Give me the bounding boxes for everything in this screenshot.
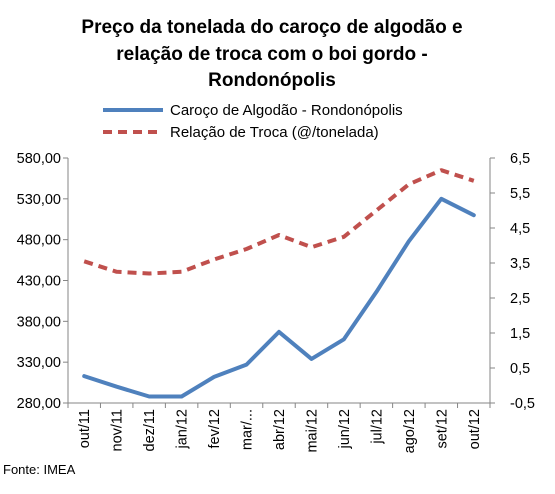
x-tick-label: jul/12 bbox=[369, 409, 385, 445]
right-tick-label: 2,5 bbox=[510, 291, 530, 307]
right-tick-label: 6,5 bbox=[510, 151, 530, 167]
x-tick-label: out/12 bbox=[467, 409, 483, 449]
x-tick-label: dez/11 bbox=[142, 409, 158, 451]
x-tick-label: ago/12 bbox=[402, 409, 418, 453]
x-axis-ticks: out/11 nov/11 dez/11 jan/12 fev/12 mar/... abr… bbox=[67, 403, 491, 453]
series-line-relacao bbox=[83, 168, 475, 276]
left-tick-label: 480,00 bbox=[17, 233, 61, 249]
right-tick-label: 4,5 bbox=[510, 221, 530, 237]
chart-title-line-2: relação de troca com o boi gordo - bbox=[116, 44, 427, 65]
left-tick-label: 530,00 bbox=[17, 192, 61, 208]
left-tick-label: 280,00 bbox=[17, 396, 61, 412]
right-tick-label: -0,5 bbox=[510, 396, 535, 412]
right-tick-label: 1,5 bbox=[510, 326, 530, 342]
x-tick-label: jan/12 bbox=[175, 409, 191, 450]
chart-title: Preço da tonelada do caroço de algodão e… bbox=[81, 17, 462, 91]
legend-label-caroco: Caroço de Algodão - Rondonópolis bbox=[170, 102, 403, 119]
legend-label-relacao: Relação de Troca (@/tonelada) bbox=[170, 124, 379, 141]
x-tick-label: set/12 bbox=[434, 409, 450, 449]
x-tick-label: abr/12 bbox=[272, 409, 288, 450]
left-tick-label: 580,00 bbox=[17, 151, 61, 167]
right-tick-label: 5,5 bbox=[510, 186, 530, 202]
chart-title-line-3: Rondonópolis bbox=[208, 70, 336, 91]
legend: Caroço de Algodão - Rondonópolis Relação… bbox=[103, 102, 403, 141]
x-tick-label: fev/12 bbox=[207, 409, 223, 449]
chart-title-line-1: Preço da tonelada do caroço de algodão e bbox=[81, 17, 462, 38]
x-tick-label: out/11 bbox=[77, 409, 93, 448]
series-line-caroco bbox=[82, 196, 476, 399]
left-tick-label: 330,00 bbox=[17, 355, 61, 371]
series-layer bbox=[82, 168, 476, 399]
right-axis-ticks: -0,5 0,5 1,5 2,5 3,5 4,5 5,5 6,5 bbox=[490, 151, 535, 412]
left-tick-label: 380,00 bbox=[17, 314, 61, 330]
left-axis-ticks: 280,00 330,00 380,00 430,00 480,00 530,00 580,… bbox=[17, 151, 68, 412]
right-tick-label: 0,5 bbox=[510, 361, 530, 377]
left-tick-label: 430,00 bbox=[17, 274, 61, 290]
source-note: Fonte: IMEA bbox=[3, 462, 76, 477]
x-tick-label: mar/... bbox=[240, 409, 256, 450]
axes bbox=[67, 158, 491, 404]
right-tick-label: 3,5 bbox=[510, 256, 530, 272]
x-tick-label: jun/12 bbox=[337, 409, 353, 450]
x-tick-label: mai/12 bbox=[304, 409, 320, 453]
x-tick-label: nov/11 bbox=[110, 409, 126, 451]
